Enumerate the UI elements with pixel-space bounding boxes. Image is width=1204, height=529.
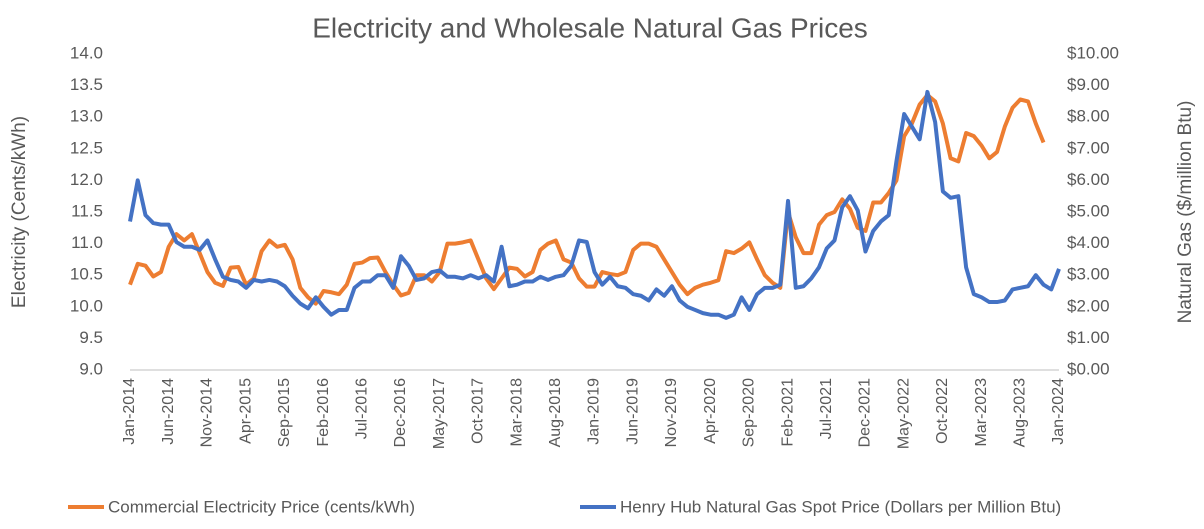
y2-tick-label: $3.00 [1067, 265, 1110, 284]
y2-tick-label: $4.00 [1067, 233, 1110, 252]
x-tick-label: May-2022 [895, 378, 912, 449]
y-tick-label: 10.0 [70, 296, 103, 315]
y-tick-label: 12.0 [70, 170, 103, 189]
x-tick-label: Jan-2014 [121, 378, 138, 445]
x-tick-label: Oct-2022 [934, 378, 951, 444]
x-tick-label: Aug-2018 [547, 378, 564, 447]
x-tick-label: Nov-2014 [199, 378, 216, 447]
x-tick-label: May-2017 [431, 378, 448, 449]
y2-tick-label: $0.00 [1067, 359, 1110, 378]
x-tick-label: Jan-2019 [586, 378, 603, 445]
x-tick-label: Mar-2018 [508, 378, 525, 447]
x-tick-label: Feb-2021 [779, 378, 796, 447]
y2-tick-label: $10.00 [1067, 43, 1119, 62]
x-tick-label: Apr-2020 [702, 378, 719, 444]
x-tick-label: Apr-2015 [237, 378, 254, 444]
x-tick-label: Aug-2023 [1012, 378, 1029, 447]
y-tick-label: 10.5 [70, 265, 103, 284]
legend-label: Henry Hub Natural Gas Spot Price (Dollar… [620, 497, 1061, 516]
y-tick-label: 11.5 [71, 201, 103, 220]
y2-tick-label: $7.00 [1067, 138, 1110, 157]
x-tick-label: Jun-2019 [624, 378, 641, 445]
data-line [128, 93, 1046, 306]
x-tick-label: Mar-2023 [973, 378, 990, 447]
x-tick-label: Dec-2016 [392, 378, 409, 447]
x-tick-label: Dec-2021 [857, 378, 874, 447]
x-tick-label: Jul-2021 [818, 378, 835, 439]
y-axis-title: Electricity (Cents/kWh) [9, 116, 30, 308]
x-tick-label: Sep-2020 [741, 378, 758, 447]
x-tick-label: Sep-2015 [276, 378, 293, 447]
y2-tick-label: $2.00 [1067, 296, 1110, 315]
y-tick-label: 12.5 [70, 138, 103, 157]
y-tick-label: 11.0 [71, 233, 103, 252]
y-tick-label: 13.5 [70, 75, 103, 94]
y2-tick-label: $5.00 [1067, 201, 1110, 220]
x-tick-label: Nov-2019 [663, 378, 680, 447]
x-tick-label: Jan-2024 [1050, 378, 1067, 445]
data-line [128, 89, 1061, 320]
y2-tick-label: $9.00 [1067, 75, 1110, 94]
y-tick-label: 9.0 [79, 359, 103, 378]
y-tick-label: 13.0 [70, 107, 103, 126]
x-tick-label: Feb-2016 [315, 378, 332, 447]
y2-tick-label: $8.00 [1067, 107, 1110, 126]
y2-axis-title: Natural Gas ($/million Btu) [1175, 101, 1196, 324]
x-tick-label: Jun-2014 [160, 378, 177, 445]
chart-title: Electricity and Wholesale Natural Gas Pr… [312, 12, 868, 43]
y-tick-label: 9.5 [79, 328, 103, 347]
x-tick-label: Jul-2016 [353, 378, 370, 439]
x-tick-label: Oct-2017 [470, 378, 487, 444]
y2-tick-label: $6.00 [1067, 170, 1110, 189]
y2-tick-label: $1.00 [1067, 328, 1110, 347]
y-tick-label: 14.0 [70, 43, 103, 62]
legend-label: Commercial Electricity Price (cents/kWh) [108, 497, 415, 516]
